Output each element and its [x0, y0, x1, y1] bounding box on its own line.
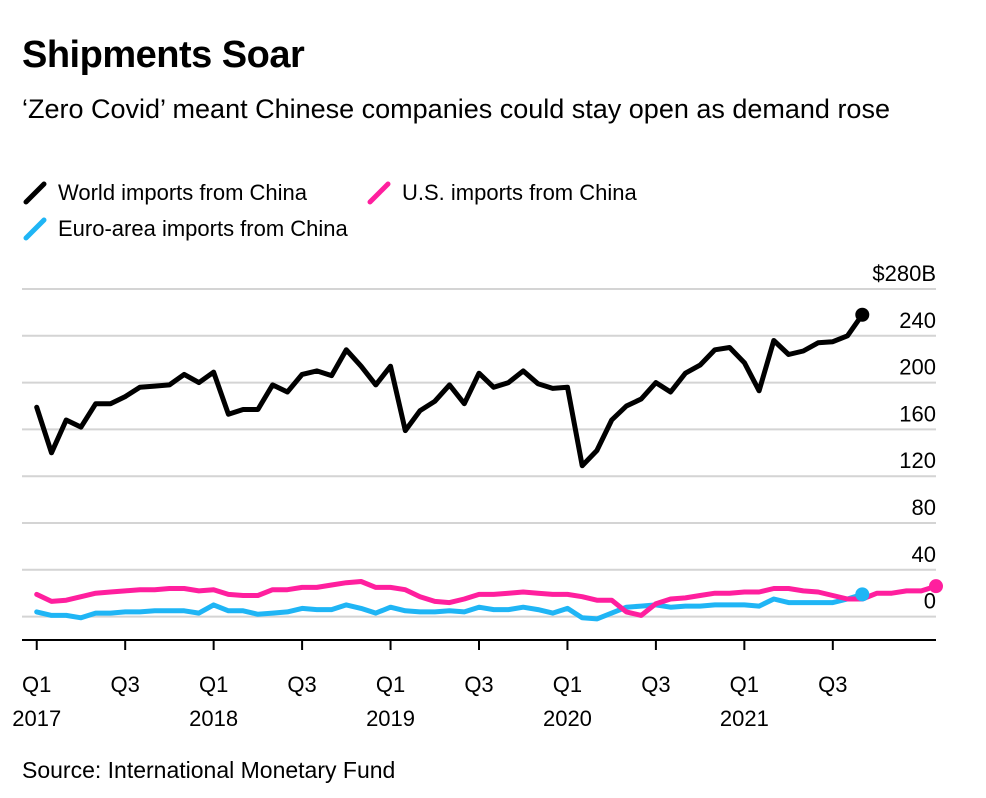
x-tick-label-year: 2020: [543, 706, 592, 731]
x-tick-label-year: 2021: [720, 706, 769, 731]
y-tick-label: 240: [899, 308, 936, 333]
x-tick-label-quarter: Q1: [199, 672, 228, 697]
series-line-0: [34, 312, 865, 469]
x-tick-label-quarter: Q3: [111, 672, 140, 697]
x-tick-label-quarter: Q1: [22, 672, 51, 697]
y-tick-label: 80: [912, 495, 936, 520]
legend-item-world: World imports from China: [22, 180, 307, 206]
x-tick-label-year: 2019: [366, 706, 415, 731]
source-note: Source: International Monetary Fund: [22, 757, 396, 783]
legend-item-us: U.S. imports from China: [366, 180, 637, 206]
y-tick-label: 200: [899, 355, 936, 380]
x-tick-label-quarter: Q3: [287, 672, 316, 697]
y-tick-label: 40: [912, 542, 936, 567]
x-tick-label-quarter: Q1: [730, 672, 759, 697]
x-tick-label-quarter: Q3: [818, 672, 847, 697]
y-tick-label: 120: [899, 448, 936, 473]
legend-label-us: U.S. imports from China: [402, 180, 637, 205]
x-tick-label-year: 2018: [189, 706, 238, 731]
series-line-2: [34, 591, 865, 622]
chart-subtitle: ‘Zero Covid’ meant Chinese companies cou…: [22, 94, 890, 124]
x-tick-label-quarter: Q1: [376, 672, 405, 697]
x-tick-label-quarter: Q3: [464, 672, 493, 697]
series-end-marker-1: [929, 579, 943, 594]
x-tick-label-year: 2017: [12, 706, 61, 731]
x-tick-label-quarter: Q3: [641, 672, 670, 697]
series-end-marker-2: [855, 587, 870, 602]
legend-swatch-euro: [22, 216, 48, 242]
y-tick-label: 0: [924, 589, 936, 614]
series-line-1: [34, 579, 939, 618]
x-tick-label-quarter: Q1: [553, 672, 582, 697]
legend-item-euro: Euro-area imports from China: [22, 216, 348, 242]
legend-label-world: World imports from China: [58, 180, 307, 205]
legend-swatch-world: [22, 180, 48, 206]
y-tick-label: $280B: [872, 261, 936, 286]
series-end-marker-0: [855, 307, 870, 322]
legend-label-euro: Euro-area imports from China: [58, 216, 348, 241]
legend-swatch-us: [366, 180, 392, 206]
y-tick-label: 160: [899, 401, 936, 426]
chart-title: Shipments Soar: [22, 34, 305, 76]
